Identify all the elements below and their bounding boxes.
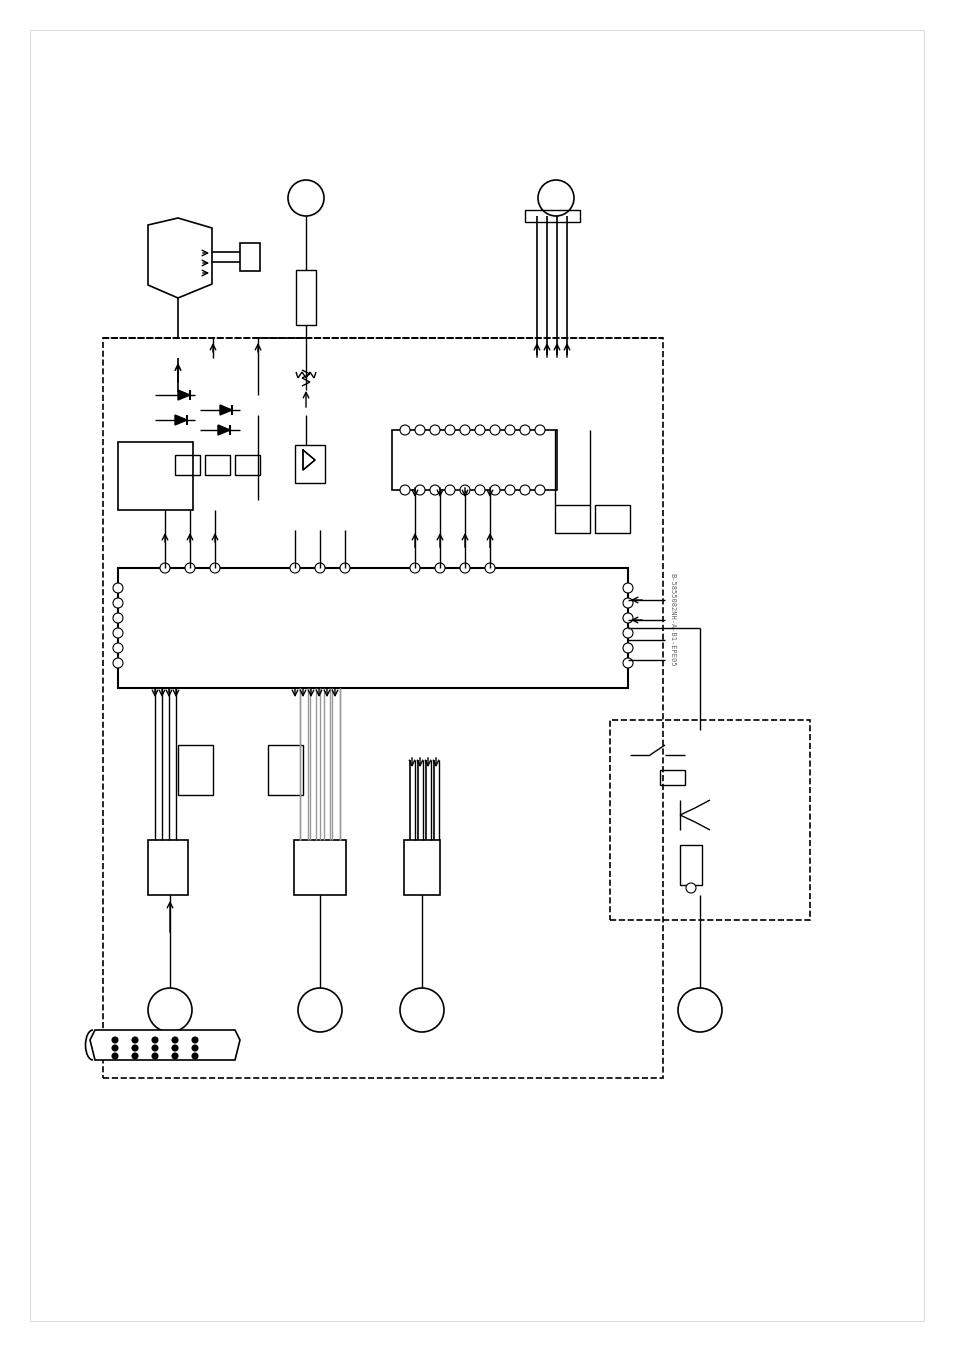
Polygon shape xyxy=(178,390,190,400)
Circle shape xyxy=(484,563,495,573)
Circle shape xyxy=(152,1038,158,1043)
Circle shape xyxy=(444,485,455,494)
Circle shape xyxy=(459,563,470,573)
Circle shape xyxy=(475,426,484,435)
Circle shape xyxy=(537,180,574,216)
Bar xyxy=(555,505,589,534)
Bar xyxy=(103,338,662,1078)
Circle shape xyxy=(622,584,633,593)
Polygon shape xyxy=(218,426,230,435)
Circle shape xyxy=(519,485,530,494)
Circle shape xyxy=(622,658,633,667)
Circle shape xyxy=(172,1038,178,1043)
Circle shape xyxy=(622,643,633,653)
Circle shape xyxy=(288,180,324,216)
Bar xyxy=(679,844,701,885)
Circle shape xyxy=(290,563,299,573)
Circle shape xyxy=(535,426,544,435)
Circle shape xyxy=(112,1038,118,1043)
Bar xyxy=(268,744,303,794)
Circle shape xyxy=(172,1046,178,1051)
Polygon shape xyxy=(90,1029,240,1061)
Circle shape xyxy=(399,426,410,435)
Bar xyxy=(294,840,346,894)
Circle shape xyxy=(160,563,170,573)
Bar xyxy=(403,840,439,894)
Circle shape xyxy=(185,563,194,573)
Circle shape xyxy=(210,563,220,573)
Circle shape xyxy=(112,584,123,593)
Bar xyxy=(118,442,193,509)
Polygon shape xyxy=(174,415,187,426)
Polygon shape xyxy=(220,405,232,415)
Circle shape xyxy=(475,485,484,494)
Bar xyxy=(659,770,684,785)
Circle shape xyxy=(152,1052,158,1059)
Text: B-5855082NH-A-B1-EPE05: B-5855082NH-A-B1-EPE05 xyxy=(668,573,675,667)
Bar xyxy=(205,455,230,476)
Circle shape xyxy=(148,988,192,1032)
Bar xyxy=(240,243,260,272)
Circle shape xyxy=(444,426,455,435)
Bar xyxy=(174,455,200,476)
Circle shape xyxy=(112,643,123,653)
Circle shape xyxy=(132,1052,138,1059)
Circle shape xyxy=(192,1052,198,1059)
Bar xyxy=(148,840,188,894)
Circle shape xyxy=(622,598,633,608)
Circle shape xyxy=(678,988,721,1032)
Circle shape xyxy=(112,658,123,667)
Circle shape xyxy=(192,1038,198,1043)
Circle shape xyxy=(410,563,419,573)
Circle shape xyxy=(622,628,633,638)
Polygon shape xyxy=(148,218,212,299)
Circle shape xyxy=(192,1046,198,1051)
Circle shape xyxy=(622,613,633,623)
Circle shape xyxy=(132,1046,138,1051)
Circle shape xyxy=(459,426,470,435)
Bar xyxy=(392,430,557,490)
Circle shape xyxy=(339,563,350,573)
Circle shape xyxy=(430,426,439,435)
Circle shape xyxy=(172,1052,178,1059)
Circle shape xyxy=(112,628,123,638)
Circle shape xyxy=(490,426,499,435)
Circle shape xyxy=(415,485,424,494)
Circle shape xyxy=(112,613,123,623)
Circle shape xyxy=(152,1046,158,1051)
Bar xyxy=(234,455,260,476)
Circle shape xyxy=(415,426,424,435)
Circle shape xyxy=(112,1052,118,1059)
Circle shape xyxy=(297,988,341,1032)
Circle shape xyxy=(399,988,443,1032)
Bar xyxy=(524,209,579,222)
Circle shape xyxy=(132,1038,138,1043)
Circle shape xyxy=(112,598,123,608)
Circle shape xyxy=(535,485,544,494)
Bar xyxy=(118,567,627,688)
Bar xyxy=(295,270,315,326)
Circle shape xyxy=(459,485,470,494)
Circle shape xyxy=(399,485,410,494)
Circle shape xyxy=(685,884,696,893)
Circle shape xyxy=(490,485,499,494)
Bar xyxy=(595,505,629,534)
Circle shape xyxy=(435,563,444,573)
Circle shape xyxy=(504,485,515,494)
Circle shape xyxy=(314,563,325,573)
Bar xyxy=(609,720,809,920)
Circle shape xyxy=(519,426,530,435)
Bar xyxy=(178,744,213,794)
Circle shape xyxy=(430,485,439,494)
Circle shape xyxy=(504,426,515,435)
Bar xyxy=(294,444,325,484)
Circle shape xyxy=(112,1046,118,1051)
